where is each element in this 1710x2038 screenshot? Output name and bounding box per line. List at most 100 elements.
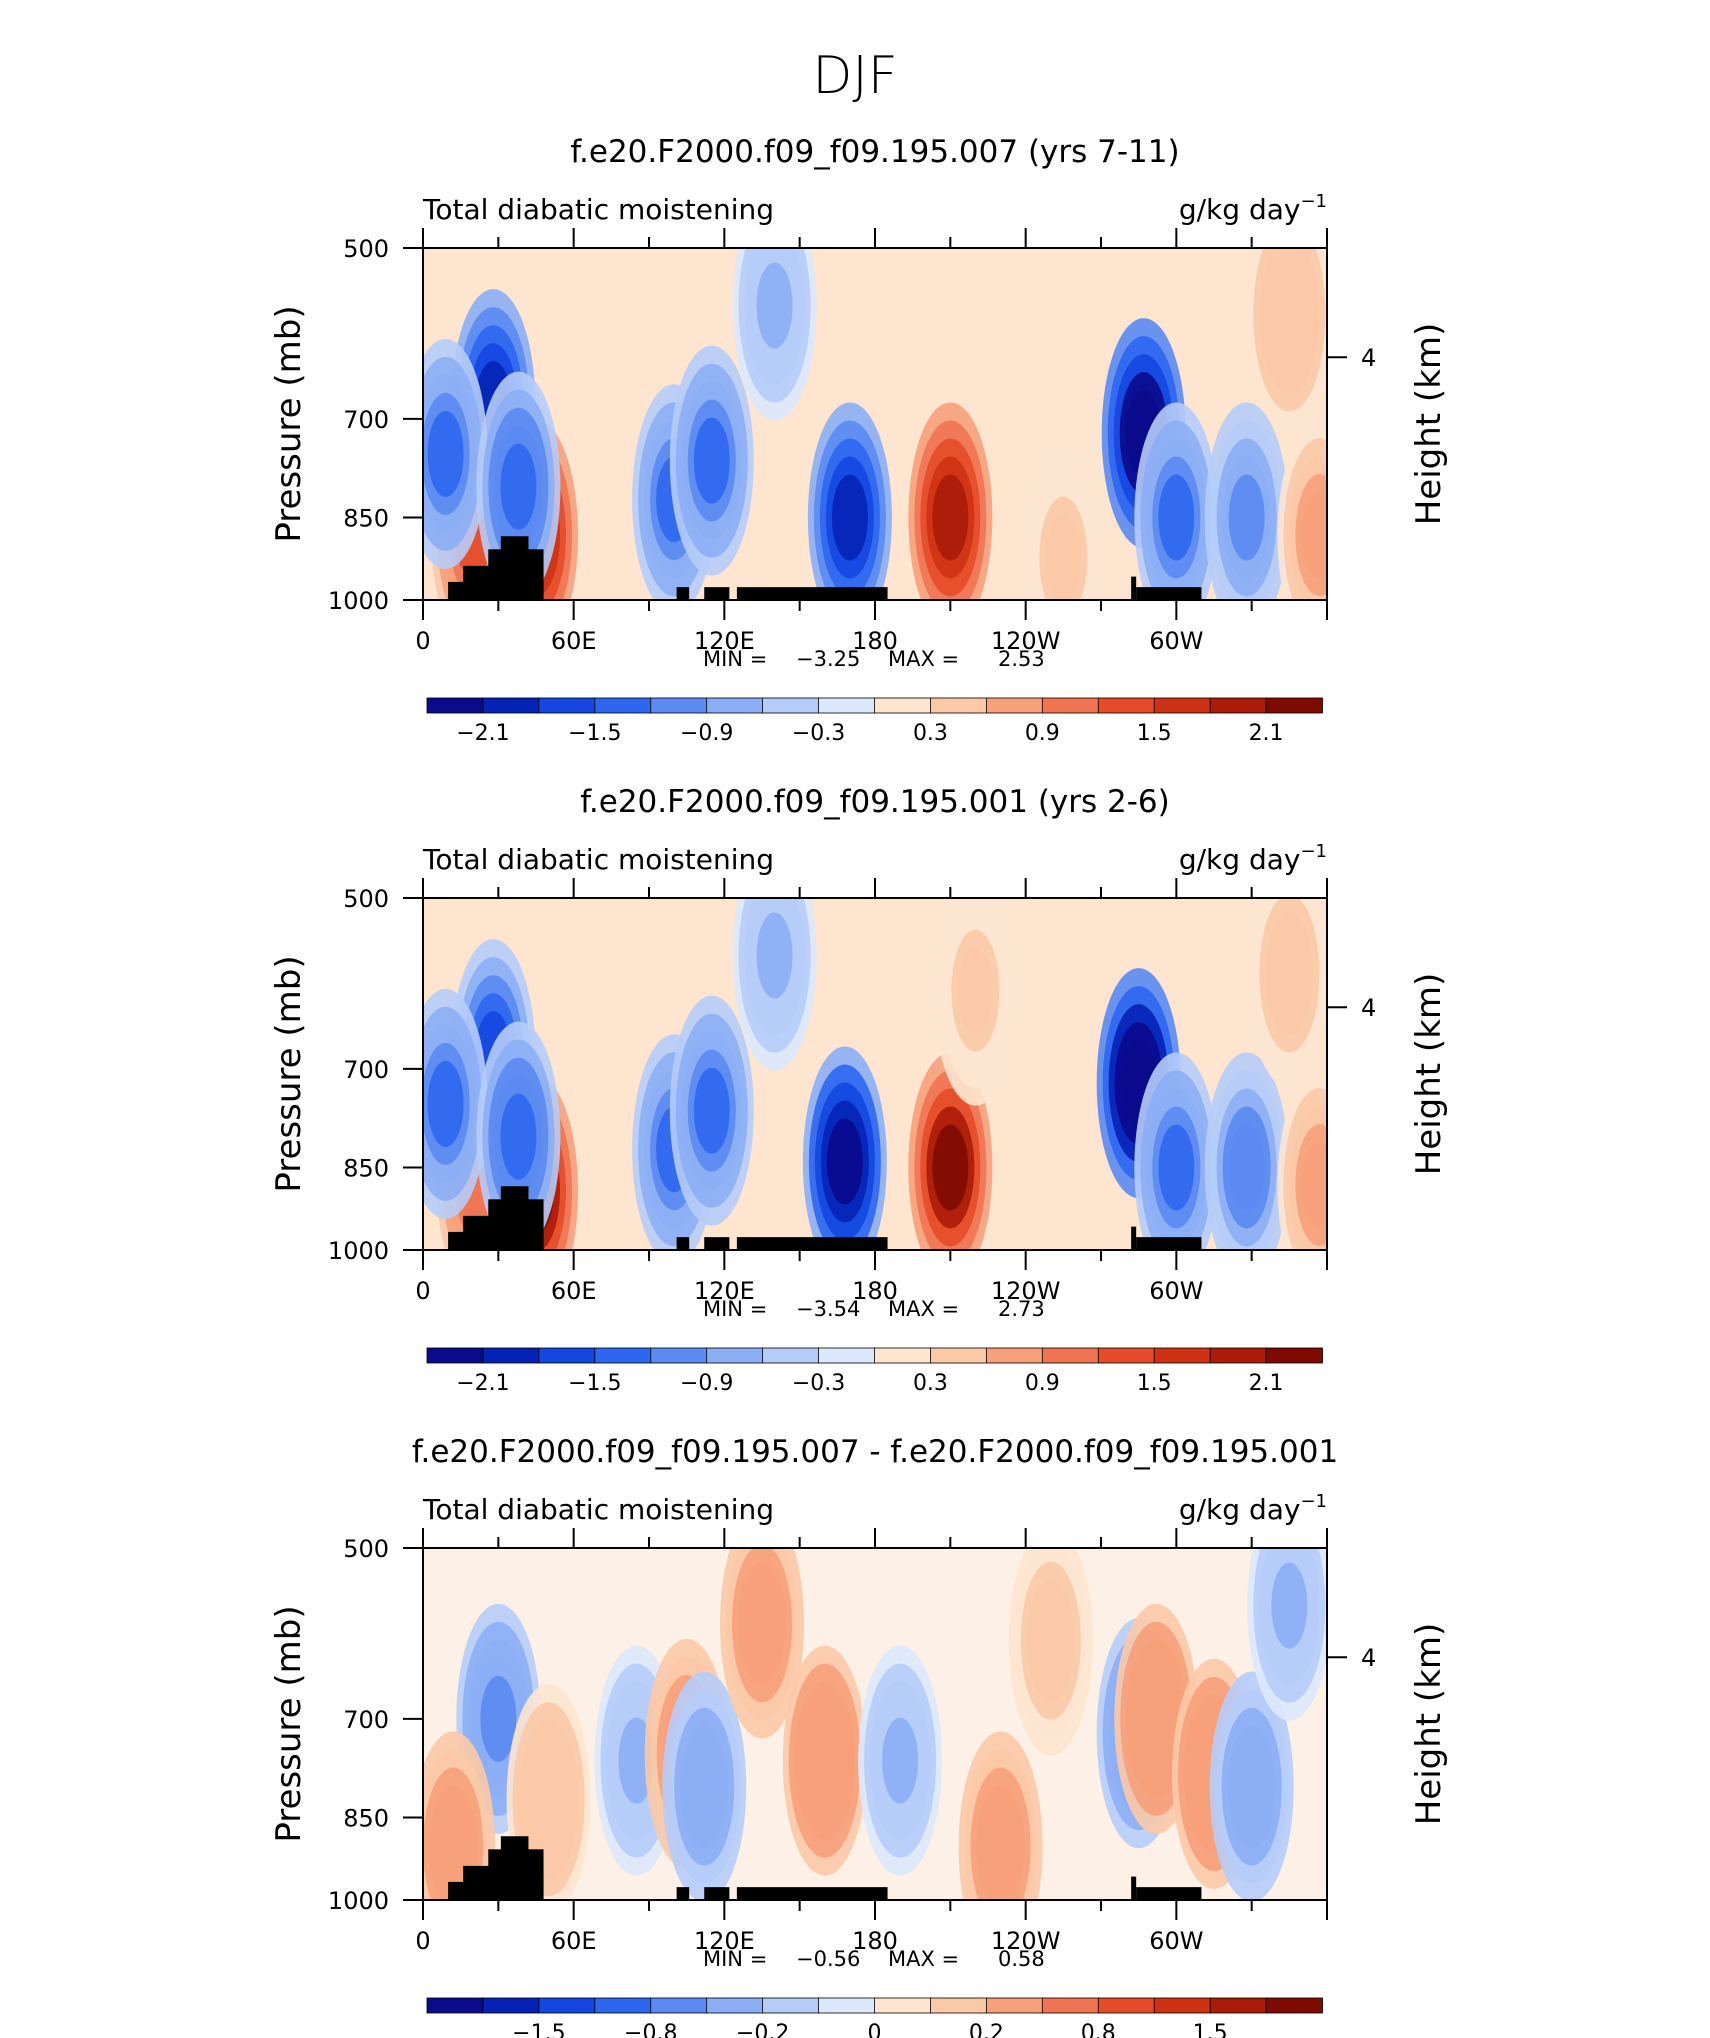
colorbar-box xyxy=(538,1347,596,1364)
colorbar-label: 0.9 xyxy=(1025,721,1060,746)
y-tick-label: 500 xyxy=(343,1535,389,1563)
field-cell xyxy=(1032,1597,1069,1684)
colorbar-label: 2.1 xyxy=(1249,721,1284,746)
land-mask xyxy=(500,536,529,600)
field-cell xyxy=(693,417,730,504)
colorbar-box xyxy=(1153,697,1212,714)
colorbar-box xyxy=(1097,1997,1156,2014)
units-exponent: −1 xyxy=(1300,841,1327,862)
y-tick-label: 850 xyxy=(343,1804,389,1832)
colorbar-label: 1.5 xyxy=(1137,1371,1172,1396)
colorbar-box xyxy=(1153,1347,1212,1364)
y-axis-label: Pressure (mb) xyxy=(269,955,309,1192)
min-label: MIN = xyxy=(703,647,767,671)
land-mask xyxy=(676,1237,690,1250)
field-cell xyxy=(756,262,793,349)
colorbar-box xyxy=(1097,697,1156,714)
y-tick-label: 850 xyxy=(343,504,389,532)
colorbar-box xyxy=(762,697,820,714)
colorbar: −2.1 −1.5 −0.9 −0.3 0.3 0.9 1.5 2.1 xyxy=(426,697,1323,746)
colorbar: −2.1 −1.5 −0.9 −0.3 0.3 0.9 1.5 2.1 xyxy=(426,1347,1323,1396)
x-tick-label: 0 xyxy=(415,1927,430,1955)
x-tick-label: 120W xyxy=(991,1927,1061,1955)
colorbar-box xyxy=(426,1347,484,1364)
field-cell xyxy=(1271,930,1308,1017)
field-cell xyxy=(826,1118,863,1205)
max-label: MAX = xyxy=(888,1947,959,1971)
x-tick-label: 120E xyxy=(694,1927,755,1955)
y-tick-label: 700 xyxy=(343,1706,389,1734)
field-cell xyxy=(435,1803,472,1890)
colorbar-box xyxy=(874,1997,932,2014)
land-mask xyxy=(704,1887,730,1900)
chart-panel-3: f.e20.F2000.f09_f09.195.007 - f.e20.F200… xyxy=(269,1434,1449,2038)
field-cell xyxy=(686,1743,723,1830)
land-mask xyxy=(704,1237,730,1250)
x-tick-label: 60W xyxy=(1149,627,1203,655)
x-tick-label: 120E xyxy=(694,627,755,655)
land-mask xyxy=(1131,1226,1137,1250)
x-tick-label: 120W xyxy=(991,1277,1061,1305)
colorbar-box xyxy=(1041,1347,1100,1364)
variable-label: Total diabatic moistening xyxy=(422,193,774,226)
units-exponent: −1 xyxy=(1300,191,1327,212)
colorbar-label: 0.3 xyxy=(913,1371,948,1396)
field-cell xyxy=(806,1717,843,1804)
land-mask xyxy=(676,1887,690,1900)
y-tick-label: 500 xyxy=(343,235,389,263)
variable-label: Total diabatic moistening xyxy=(422,843,774,876)
field-cell xyxy=(932,1124,969,1211)
field-cell xyxy=(500,1093,537,1180)
field-cell xyxy=(1045,514,1082,600)
land-mask xyxy=(704,587,730,600)
land-mask xyxy=(1131,1876,1137,1900)
y-right-tick-label: 4 xyxy=(1361,344,1376,372)
colorbar-box xyxy=(1041,697,1100,714)
colorbar-box xyxy=(985,1997,1044,2014)
colorbar-box xyxy=(818,697,876,714)
y-tick-label: 1000 xyxy=(328,1237,389,1265)
colorbar-box xyxy=(1265,1347,1323,1364)
x-tick-label: 180 xyxy=(852,627,898,655)
field-cell xyxy=(427,1060,464,1147)
x-tick-label: 180 xyxy=(852,1927,898,1955)
colorbar-box xyxy=(930,697,988,714)
colorbar-box xyxy=(538,697,596,714)
y-tick-label: 850 xyxy=(343,1154,389,1182)
colorbar-label: 0.3 xyxy=(913,721,948,746)
y-axis-label: Pressure (mb) xyxy=(269,305,309,542)
colorbar-box xyxy=(650,697,708,714)
colorbar-label: −0.3 xyxy=(792,1371,845,1396)
contour-field xyxy=(423,898,1327,1250)
land-mask xyxy=(736,587,888,600)
field-cell xyxy=(530,1756,567,1843)
colorbar-box xyxy=(1265,697,1323,714)
colorbar-label: 0.9 xyxy=(1025,1371,1060,1396)
x-tick-label: 120E xyxy=(694,1277,755,1305)
colorbar-box xyxy=(650,1997,708,2014)
colorbar-label: 1.5 xyxy=(1193,2021,1228,2038)
x-tick-label: 0 xyxy=(415,1277,430,1305)
y-tick-label: 700 xyxy=(343,1056,389,1084)
min-value: −0.56 xyxy=(796,1947,860,1971)
colorbar-label: 0.8 xyxy=(1081,2021,1116,2038)
y-tick-label: 1000 xyxy=(328,587,389,615)
chart-panel-1: f.e20.F2000.f09_f09.195.007 (yrs 7-11) To… xyxy=(269,134,1449,746)
colorbar-label: 0 xyxy=(868,2021,882,2038)
colorbar-box xyxy=(818,1347,876,1364)
field-cell xyxy=(1301,1142,1327,1229)
contour-field xyxy=(423,248,1327,600)
land-mask xyxy=(1136,587,1202,600)
figure-title: DJF xyxy=(812,46,897,106)
land-mask xyxy=(500,1186,529,1250)
min-label: MIN = xyxy=(703,1947,767,1971)
colorbar-box xyxy=(1041,1997,1100,2014)
field-cell xyxy=(932,474,969,561)
field-cell xyxy=(1158,1124,1195,1211)
colorbar-label: −0.3 xyxy=(792,721,845,746)
colorbar-box xyxy=(930,1997,988,2014)
contour-field xyxy=(423,1548,1327,1900)
x-tick-label: 60W xyxy=(1149,1277,1203,1305)
x-tick-label: 60W xyxy=(1149,1927,1203,1955)
units-label: g/kg day−1 xyxy=(1179,191,1327,226)
